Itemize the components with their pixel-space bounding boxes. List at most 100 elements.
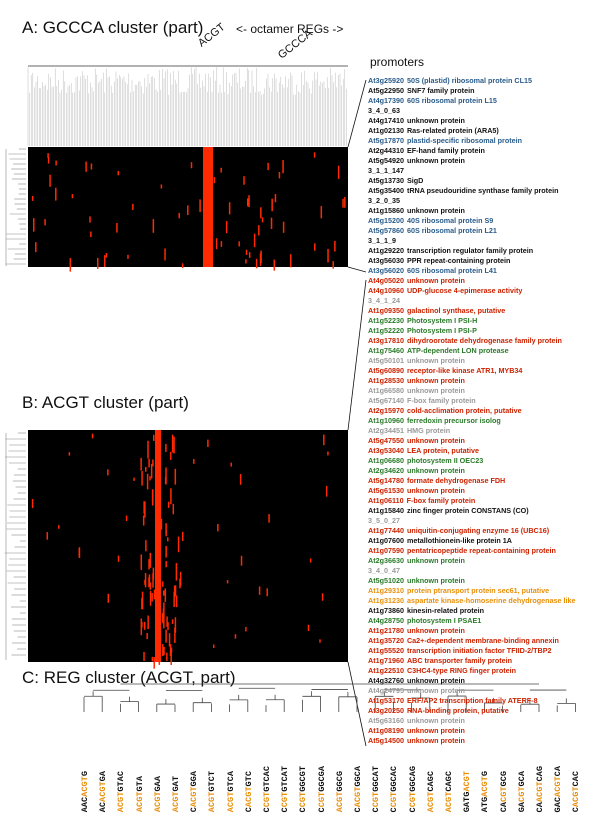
heatmap-b-hit — [155, 510, 158, 521]
reg-sequence: CACGTCAC — [571, 771, 581, 812]
heatmap-b-hit — [153, 589, 156, 600]
gene-row: At1g15840 zinc finger protein CONSTANS (C… — [368, 506, 576, 516]
gene-row: At5g60890 receptor-like kinase ATR1, MYB3… — [368, 366, 576, 376]
gene-id: At4g32760 — [368, 676, 404, 685]
reg-pre: C — [298, 806, 309, 812]
connector-b-top — [347, 279, 367, 431]
heatmap-b-hit — [144, 579, 146, 585]
heatmap-b-hit — [147, 615, 149, 630]
gene-description: unknown protein — [406, 686, 465, 695]
gene-description: F-box family protein — [406, 396, 476, 405]
heatmap-b-hit — [149, 590, 152, 606]
reg-post: CAC — [571, 770, 582, 787]
heatmap-a-hit — [49, 174, 51, 187]
gene-row: At2g15970 cold-acclimation protein, putat… — [368, 406, 576, 416]
reg-post: GTCT — [207, 770, 218, 792]
gene-description: 50S (plastid) ribosomal protein CL15 — [406, 76, 532, 85]
heatmap-b-hit — [162, 608, 165, 625]
gene-description: plastid-specific ribosomal protein — [406, 136, 522, 145]
heatmap-a-hit — [55, 187, 57, 201]
gene-id: At1g73860 — [368, 606, 404, 615]
heatmap-b-hit — [167, 501, 170, 508]
heatmap-b-hit — [307, 624, 310, 631]
reg-mid: CGT — [498, 786, 509, 802]
promoters-label: promoters — [370, 55, 425, 69]
reg-mid: CGT — [262, 791, 272, 807]
gene-description: unknown protein — [406, 386, 465, 395]
heatmap-b-hit — [155, 553, 157, 569]
gene-id: At5g54920 — [368, 156, 404, 165]
heatmap-a-hit — [213, 177, 216, 184]
gene-id: At1g07590 — [368, 546, 404, 555]
gene-id: At2g34620 — [368, 466, 404, 475]
gene-id: At1g07600 — [368, 536, 404, 545]
gene-description: transcription regulator family protein — [406, 246, 534, 255]
heatmap-a-hit — [31, 195, 34, 201]
heatmap-b-hit — [212, 644, 215, 648]
reg-sequence: ATGACGTG — [480, 771, 490, 812]
reg-post: GTAC — [116, 770, 127, 792]
reg-sequence: CCGTGGCAG — [408, 766, 418, 812]
gene-id: At5g51020 — [368, 576, 404, 585]
heatmap-a-hit — [282, 160, 284, 174]
heatmap-a-hit — [246, 198, 249, 207]
heatmap-b-hit — [240, 555, 243, 566]
gene-row: At1g28530 unknown protein — [368, 376, 576, 386]
gene-id: At5g61530 — [368, 486, 404, 495]
reg-post: CA — [553, 765, 564, 776]
gene-row: At3g53040 LEA protein, putative — [368, 446, 576, 456]
gene-row: At5g14780 formate dehydrogenase FDH — [368, 476, 576, 486]
heatmap-a-hit — [127, 254, 129, 259]
gene-row: At3g25920 50S (plastid) ribosomal protein… — [368, 76, 558, 86]
gene-id: 3_1_1_147 — [368, 166, 404, 175]
reg-post: G — [80, 770, 90, 776]
reg-mid: ACGT — [171, 791, 181, 812]
heatmap-b-hit — [321, 593, 324, 601]
heatmap-b-hit — [143, 501, 145, 514]
heatmap-b-hit — [46, 532, 49, 540]
gene-description: cold-acclimation protein, putative — [406, 406, 522, 415]
heatmap-a-hit — [90, 231, 92, 238]
heatmap-b-hit — [266, 588, 268, 597]
reg-pre: C — [280, 806, 291, 812]
heatmap-b-hit — [171, 619, 174, 624]
gene-id: At1g66580 — [368, 386, 404, 395]
reg-post: GAA — [152, 775, 163, 792]
heatmap-b-hit — [161, 613, 164, 623]
gene-description: kinesin-related protein — [406, 606, 485, 615]
heatmap-a-hit — [327, 248, 329, 263]
reg-post: GA — [98, 770, 109, 782]
gene-row: At5g54920 unknown protein — [368, 156, 558, 166]
heatmap-b-hit — [145, 466, 147, 472]
heatmap-b-hit — [174, 468, 177, 485]
gene-id: At1g71960 — [368, 656, 404, 665]
heatmap-a-hit — [334, 240, 336, 252]
gene-description: unknown protein — [406, 486, 465, 495]
heatmap-a-hit — [258, 225, 260, 236]
heatmap-a-hit — [245, 249, 248, 255]
heatmap-b-hit — [153, 434, 155, 441]
reg-post: GGCGT — [298, 765, 309, 792]
heatmap-a-hit — [181, 263, 184, 269]
heatmap-b-background — [28, 430, 348, 662]
gene-id: At5g57860 — [368, 226, 404, 235]
reg-mid: ACGT — [98, 781, 109, 802]
gene-row: At1g07590 pentatricopeptide repeat-contai… — [368, 546, 576, 556]
reg-sequence: ACGTGGCG — [335, 771, 345, 812]
heatmap-b-hit — [167, 537, 169, 542]
heatmap-b-hit — [170, 488, 172, 505]
gene-row: At5g13730 SigD — [368, 176, 558, 186]
gene-id: At4g24795 — [368, 686, 404, 695]
heatmap-b-hit — [327, 451, 329, 456]
gene-id: At1g29310 — [368, 586, 404, 595]
reg-mid: ACGT — [535, 781, 545, 802]
heatmap-b-hit — [91, 433, 94, 439]
heatmap-b-hit — [140, 618, 143, 636]
gene-row: At1g06110 F-box family protein — [368, 496, 576, 506]
heatmap-a-hit — [267, 162, 269, 171]
gene-row: At5g61530 unknown protein — [368, 486, 576, 496]
gene-id: At1g15840 — [368, 506, 404, 515]
heatmap-a-hit — [282, 221, 285, 233]
gene-description: RNA-binding protein, putative — [406, 706, 509, 715]
gene-description: ERF/AP2 transcription family ATERF-8 — [406, 696, 538, 705]
